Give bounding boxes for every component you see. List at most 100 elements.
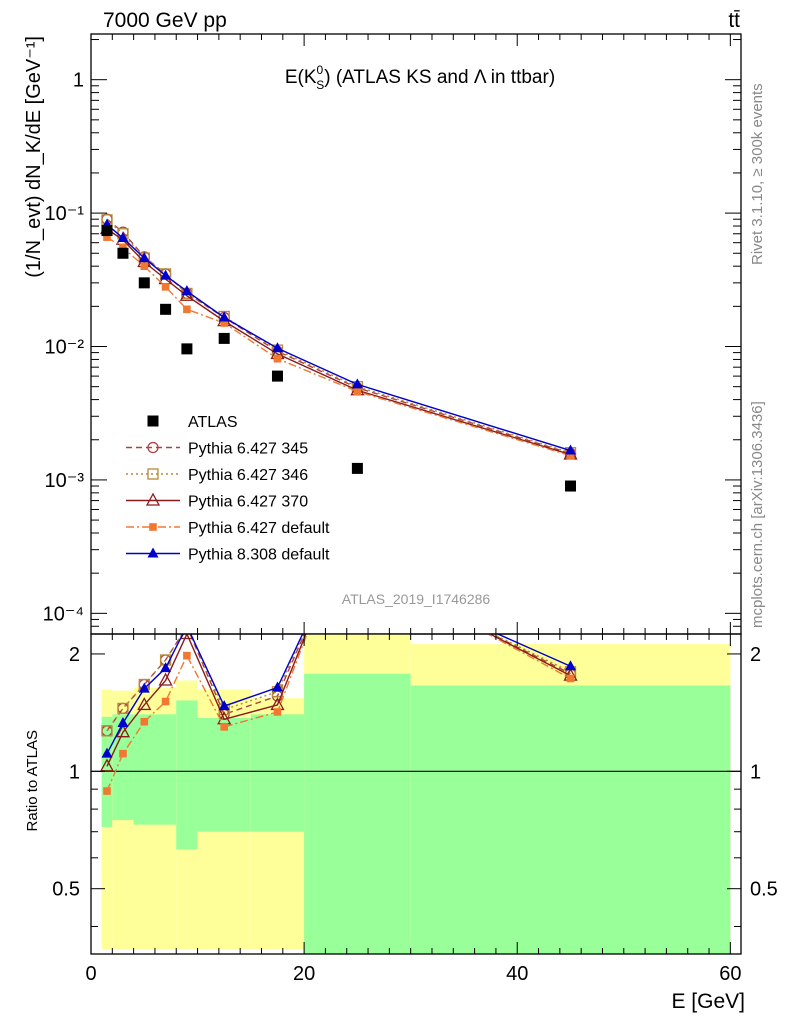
point-p6def [353,387,362,396]
legend-entry-atlas: ATLAS [147,414,238,431]
y-tick-label-ratio-right: 0.5 [750,879,778,901]
plot-title: E(K0 S) (ATLAS KS and Λ in ttbar) [285,63,555,92]
legend-marker [147,547,159,558]
ratio-point-p8def [271,681,283,692]
ratio-panel [90,620,742,955]
main-plot-area [99,213,578,492]
x-tick-label: 20 [293,963,315,985]
x-tick-label: 40 [506,963,528,985]
analysis-tag: ATLAS_2019_I1746286 [342,591,491,607]
y-tick-label-main: 10⁻⁴ [43,603,84,625]
legend-label: Pythia 6.427 345 [188,441,308,458]
legend-label: Pythia 6.427 default [188,520,330,537]
point-atlas [351,462,363,474]
rivet-label: Rivet 3.1.10, ≥ 300k events [749,83,766,265]
point-p6def [119,243,127,252]
ratio-band-green [197,718,251,832]
point-p8def [117,232,129,243]
y-tick-label-main: 10⁻³ [45,470,85,492]
ratio-line-p370 [106,634,307,767]
point-p6def [103,233,111,241]
legend-label: Pythia 6.427 370 [188,494,308,511]
ratio-band-green [112,714,134,821]
y-tick-label-main: 10⁻¹ [45,203,85,225]
ratio-point-p346 [101,725,113,737]
legend-label: Pythia 8.308 default [188,547,330,564]
legend-entry-p345: Pythia 6.427 345 [126,441,308,458]
ratio-point-p370 [179,634,194,640]
series-line-p370 [106,228,571,456]
ratio-point-p370 [115,724,131,738]
legend-marker [147,441,159,454]
point-p8def [181,285,193,296]
ratio-frame [90,633,742,955]
point-p6def [273,354,282,363]
ratio-point-p8def [181,620,192,630]
ratio-point-p8def [101,747,113,758]
point-p6def [140,262,149,270]
ratio-line-p370 [488,634,571,677]
header-right: tt̄ [728,9,740,32]
legend: ATLAS Pythia 6.427 345 Pythia 6.427 346 Pyt… [126,414,330,564]
ratio-point-p8def [117,717,129,728]
point-p8def [351,378,363,389]
ratio-point-p370 [99,758,115,772]
main-frame [90,33,742,635]
ratio-line-p8def [106,634,304,754]
ratio-point-p6def [566,674,575,683]
ratio-band-green [133,714,177,825]
point-p6def [220,319,228,327]
ratio-point-p370 [137,697,152,711]
axes: 0 20 40 60 1 10⁻¹ 10⁻² 10⁻³ 10⁻⁴ 0.5 0.5 1 1 2 2 [43,34,778,985]
x-tick-label: 0 [85,963,96,985]
ratio-band-green [304,673,411,954]
series-line-p345 [106,218,571,455]
ratio-line-p6def [106,634,308,792]
ratio-point-p6def [183,651,191,660]
point-atlas [138,277,150,289]
ratio-point-p6def [273,708,282,716]
y-axis-label-ratio: Ratio to ATLAS [24,730,41,831]
point-p8def [271,342,283,353]
series-line-p6def [106,236,571,457]
ratio-point-p6def [220,723,228,731]
main-panel [90,33,742,635]
point-atlas [181,343,193,355]
y-tick-label-ratio: 1 [69,761,80,783]
ratio-line-p345 [489,634,571,675]
series-line-p8def [106,224,571,452]
ratio-line-p346 [491,634,571,673]
legend-label: ATLAS [188,414,238,431]
ratio-point-p8def [138,682,150,693]
ratio-point-p346 [182,622,192,632]
ratio-band-green [250,714,305,832]
y-axis-label-main: (1/N_evt) dN_K/dE [GeV⁻¹] [23,36,45,278]
legend-marker [147,468,159,480]
ratio-point-p345 [182,622,192,632]
mcplots-label: mcplots.cern.ch [arXiv:1306.3436] [749,401,766,628]
y-tick-label-ratio-right: 2 [750,644,761,666]
legend-marker [147,415,159,427]
legend-entry-p346: Pythia 6.427 346 [126,467,308,484]
x-tick-label: 60 [719,963,741,985]
point-atlas [160,303,172,315]
point-p8def [565,444,577,455]
point-atlas [101,225,113,237]
point-atlas [218,332,230,344]
ratio-point-p8def [565,660,577,671]
legend-entry-p8def: Pythia 8.308 default [126,547,330,564]
ratio-point-p8def [218,700,230,711]
ratio-line-p8def [496,634,571,667]
x-axis-label: E [GeV] [671,990,745,1013]
ratio-point-p346 [117,702,129,715]
y-tick-label-ratio: 2 [69,644,80,666]
ratio-plot-area [91,620,741,954]
ratio-point-p6def [161,697,170,706]
ratio-point-p8def [160,662,172,673]
point-atlas [117,247,129,259]
point-p8def [218,311,230,322]
ratio-point-p370 [158,672,173,686]
ratio-point-p6def [140,717,149,726]
point-p8def [138,252,150,263]
